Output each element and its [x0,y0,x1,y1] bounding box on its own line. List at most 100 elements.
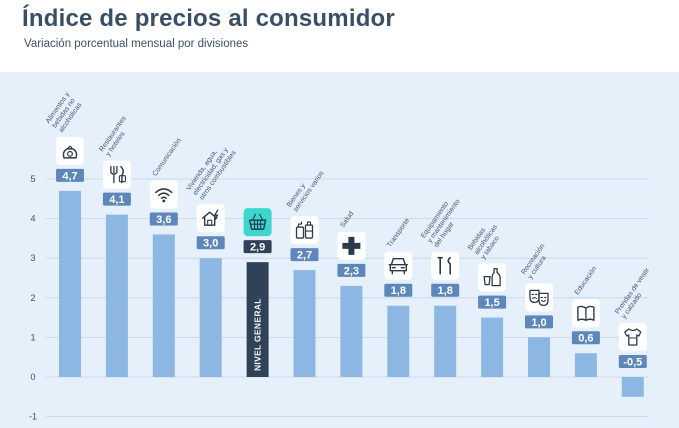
cross-shape [342,236,361,255]
category-label: Educación [574,266,599,297]
health-cross-icon [337,231,366,260]
icon-glyph [342,236,361,255]
icon-tile [149,180,178,209]
category-label: Alimentos ybebidas noalcohólicas [45,91,85,134]
icon-tile [431,251,460,280]
value-label: 0,6 [578,333,593,345]
house-lightning-icon [196,204,225,233]
y-tick-label: -1 [29,412,37,422]
fork-knife-icon [102,160,131,189]
icon-tile [290,216,319,245]
bag-handle [67,145,73,150]
bottle-cap [304,221,314,232]
value-label-box [243,240,272,254]
icon-tile [196,204,225,233]
category-label: Prendas de vestiry calzado [614,266,658,320]
icon-glyph [110,165,126,184]
book-icon [571,299,600,328]
wifi-dot [162,199,166,203]
icon-glyph [529,289,549,307]
value-label: 1,8 [391,285,406,297]
value-label: 2,3 [344,265,359,277]
wrench [447,256,452,275]
value-label: -0,5 [623,357,642,369]
car-body [388,258,408,272]
bar [293,270,316,377]
wifi-arc-mid [158,192,170,197]
category-label: Recreacióny cultura [520,243,553,281]
mask-b [538,292,549,307]
icon-glyph [388,258,408,275]
y-tick-label: 0 [30,372,35,382]
icon-glyph [577,305,595,321]
value-label-box [196,236,225,250]
value-label: 3,0 [203,238,218,250]
value-label-box [337,263,366,277]
header: Índice de precios al consumidor Variació… [0,0,679,72]
bar [481,317,504,377]
glass [483,275,491,286]
icon-glyph [201,209,219,226]
y-tick-label: 1 [30,332,35,342]
value-label: 2,9 [250,242,265,254]
value-label: 3,6 [156,214,171,226]
bar [387,305,410,377]
wifi-arc-inner [160,196,167,199]
toiletries-icon [290,216,319,245]
chart-title: Índice de precios al consumidor [22,5,395,32]
y-tick-label: 4 [30,214,35,224]
category-label-line: Educación [574,266,599,297]
bar [434,305,457,377]
value-label-box [525,315,553,329]
value-label: 4,1 [109,194,124,206]
bar [528,337,550,377]
category-label: Equipamientoy mantenimientodel hogar [420,194,468,249]
value-label-box [384,283,413,297]
tools-icon [431,251,460,280]
bottle-a [295,226,305,239]
value-label: 1,0 [531,317,546,329]
shirt-icon [618,323,647,351]
icon-glyph [295,221,314,239]
in-bar-label: NIVEL GENERAL [253,298,263,371]
receipt [118,175,126,183]
icon-glyph [62,145,78,159]
value-label: 2,7 [297,250,312,262]
lightning [214,209,219,221]
y-tick-label: 5 [30,174,35,184]
car-icon [384,251,413,280]
category-label-line: Transporte [386,217,411,249]
value-label-box [290,248,319,262]
bar [59,190,81,377]
value-label-box [478,295,507,309]
fork [110,165,118,184]
screwdriver [437,256,444,275]
bar [340,285,363,377]
icon-tile [102,160,131,189]
icon-glyph [624,328,642,346]
wifi-arc-outer [155,188,173,194]
category-label-line: Salud [339,210,355,229]
value-label: 4,7 [62,170,77,182]
category-label: Salud [339,210,355,229]
theater-masks-icon [525,283,553,312]
shirt-shape [624,328,642,346]
wifi-icon [149,180,178,209]
bar [199,258,222,377]
food-bag-icon [56,136,84,165]
category-label: Vivienda, agua,electricidad, gas yotros … [185,140,238,201]
bar [152,234,175,377]
shopping-basket-icon [243,208,272,237]
mask-faces [531,293,547,302]
category-label-line: Comunicación [152,137,183,177]
bar [621,377,644,397]
category-label: Bebidasalcohólicasy tabaco [467,219,506,261]
value-label-box [618,355,647,368]
bar [246,262,269,377]
bag-shape [62,148,78,159]
bottle [491,267,501,287]
category-label: Restaurantesy hoteles [98,115,134,158]
icon-glyph [437,256,452,275]
